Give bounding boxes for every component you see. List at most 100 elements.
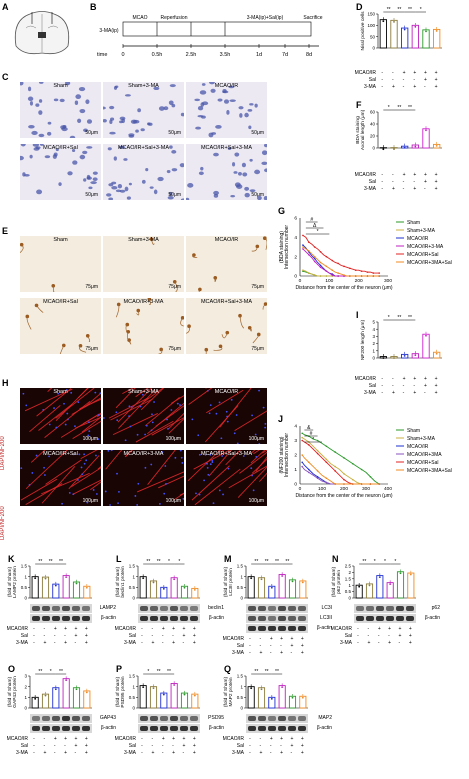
blot-strip: GAP43 xyxy=(30,714,116,723)
data-point xyxy=(403,28,406,31)
treatment-sign: + xyxy=(413,390,417,396)
treatment-sign: + xyxy=(434,84,438,90)
data-point xyxy=(316,477,319,479)
treatment-sign: + xyxy=(300,750,304,756)
blot-band xyxy=(52,726,60,731)
blot-band xyxy=(268,606,276,611)
blot-band xyxy=(278,626,286,631)
micrograph-caption: MCAO/IR+Sal+3-MA xyxy=(200,451,253,457)
blot-band xyxy=(396,606,404,611)
data-point xyxy=(425,30,427,33)
y-tick-label: 2 xyxy=(294,453,297,459)
blot-band xyxy=(268,726,276,731)
scale-bar-label: 100μm xyxy=(165,498,181,504)
data-point xyxy=(65,679,68,682)
timeline-time: 7d xyxy=(282,52,288,58)
treatment-sign: - xyxy=(381,383,383,389)
data-point xyxy=(54,688,57,691)
bar xyxy=(376,575,384,599)
treatment-sign: + xyxy=(74,626,78,632)
blot-band xyxy=(32,726,40,731)
treatment-sign: + xyxy=(192,736,196,742)
treatment-sign: - xyxy=(182,750,185,756)
treatment-row-label: MCAO/IR xyxy=(6,736,28,742)
blot-band xyxy=(82,726,90,731)
blot-band xyxy=(150,716,158,721)
blot-protein-label: β-actin xyxy=(100,725,116,731)
treatment-sign: - xyxy=(402,179,405,185)
blot-band xyxy=(406,606,414,611)
blot-band xyxy=(288,616,296,621)
blot-protein-label: beclin1 xyxy=(208,605,224,611)
treatment-sign: + xyxy=(413,70,417,76)
treatment-sign: + xyxy=(300,636,304,642)
scale-bar-label: 75μm xyxy=(168,346,181,352)
treatment-sign: - xyxy=(141,750,143,756)
bar xyxy=(41,576,50,599)
series-line xyxy=(301,437,380,485)
data-point xyxy=(378,576,381,578)
bar xyxy=(379,19,387,49)
x-tick-label: 100 xyxy=(325,278,333,284)
significance-label: ** xyxy=(59,559,63,565)
blot-band xyxy=(298,626,306,631)
treatment-sign: - xyxy=(53,633,56,639)
data-point xyxy=(403,355,406,357)
scale-bar-label: 100μm xyxy=(82,436,98,442)
treatment-row-label: 3-MA xyxy=(340,640,352,646)
data-point xyxy=(352,483,354,485)
bar xyxy=(62,678,70,709)
timeline-time: 2.5h xyxy=(186,52,197,58)
blot-band xyxy=(288,606,296,611)
scale-bar-label: 75μm xyxy=(85,346,98,352)
data-point xyxy=(270,697,273,700)
treatment-sign: - xyxy=(141,640,143,646)
significance-label: # xyxy=(310,217,313,223)
significance-label: & xyxy=(307,425,311,431)
treatment-sign: - xyxy=(249,736,251,742)
blot-band xyxy=(190,716,198,721)
treatment-sign: - xyxy=(151,626,154,632)
treatment-sign: - xyxy=(249,750,251,756)
panel-label-i: I xyxy=(356,310,359,320)
treatment-sign: + xyxy=(259,750,263,756)
micrograph-caption: MCAO/IR+3-MA xyxy=(123,451,164,457)
significance-label: ** xyxy=(397,315,401,321)
line-chart-j: J 0 100 200 300 400 0 1 2 3 4 Distance from the cen… xyxy=(278,414,452,499)
panel-label-b: B xyxy=(90,2,97,12)
treatment-sign: - xyxy=(392,376,394,382)
data-point xyxy=(425,334,427,337)
blot-band xyxy=(366,616,374,621)
treatment-row-label: Sal xyxy=(344,633,352,639)
treatment-sign: + xyxy=(182,626,186,632)
treatment-sign: + xyxy=(84,743,88,749)
treatment-sign: + xyxy=(192,750,196,756)
treatment-row-label: MCAO/IR xyxy=(354,376,376,382)
data-point xyxy=(313,246,316,248)
blot-band xyxy=(42,716,50,721)
significance-label: ** xyxy=(49,559,53,565)
blot-band xyxy=(356,616,364,621)
significance-label: * xyxy=(388,105,390,111)
micrograph-caption: MCAO/IR+Sal+3-MA xyxy=(117,145,170,151)
blot-band xyxy=(190,726,198,731)
treatment-sign: - xyxy=(33,743,35,749)
treatment-sign: - xyxy=(402,390,405,396)
data-point xyxy=(162,693,165,696)
blot-strip: β-actin xyxy=(138,724,224,733)
blot-band xyxy=(288,716,296,721)
blot-band xyxy=(248,626,256,631)
blot-band xyxy=(82,616,90,621)
treatment-sign: - xyxy=(53,743,56,749)
blot-protein-label: β-actin xyxy=(100,615,116,621)
data-point xyxy=(360,483,363,485)
data-point xyxy=(142,577,145,580)
treatment-sign: - xyxy=(43,736,46,742)
significance-label: ** xyxy=(397,7,401,13)
blot-band xyxy=(32,716,40,721)
treatment-sign: + xyxy=(64,750,68,756)
blot-band xyxy=(258,616,266,621)
blot-band xyxy=(160,606,168,611)
